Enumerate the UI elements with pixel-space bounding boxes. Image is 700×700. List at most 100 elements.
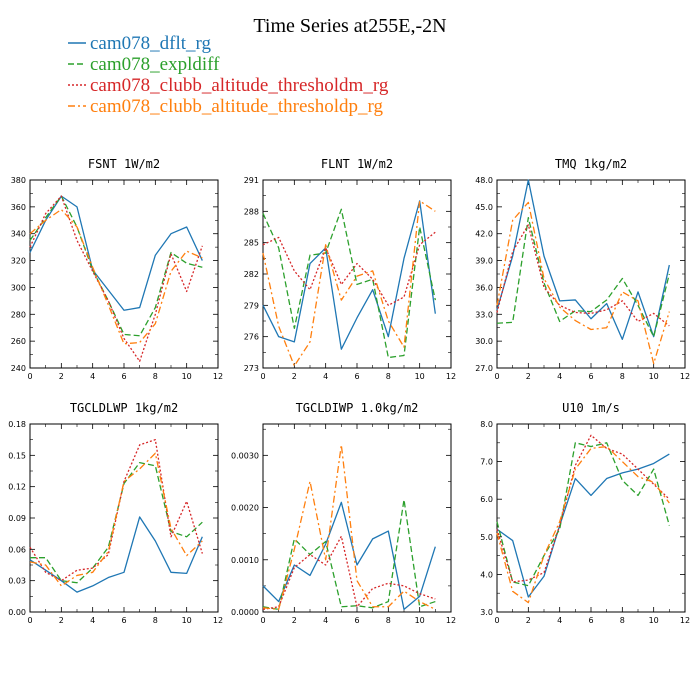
figure-title: Time Series at255E,-2N [253, 15, 446, 37]
x-tick-label: 4 [557, 616, 562, 625]
chart-panel: TGCLDIWP 1.0kg/m2 0 2 4 6 8 10 12 0.0000 0.0010 0.… [231, 401, 456, 625]
x-tick-label: 2 [526, 616, 531, 625]
panel-title: TMQ 1kg/m2 [555, 157, 627, 171]
x-tick-label: 4 [90, 372, 95, 381]
y-tick-label: 273 [244, 364, 259, 373]
y-tick-label: 7.0 [480, 458, 493, 467]
series-line [30, 461, 203, 584]
x-tick-label: 0 [494, 372, 499, 381]
y-tick-label: 36.0 [475, 283, 493, 292]
y-tick-label: 0.0030 [231, 451, 259, 460]
series-line [262, 231, 436, 306]
y-tick-label: 280 [11, 310, 26, 319]
x-tick-label: 12 [213, 372, 223, 381]
legend-entry: cam078_clubb_altitude_thresholdp_rg [90, 96, 384, 117]
panel-title: U10 1m/s [562, 401, 620, 415]
y-tick-label: 260 [11, 337, 26, 346]
x-tick-label: 8 [153, 372, 158, 381]
x-tick-label: 6 [354, 616, 359, 625]
y-tick-label: 0.18 [8, 420, 26, 429]
x-tick-label: 6 [121, 616, 126, 625]
x-tick-label: 0 [494, 616, 499, 625]
series-line [29, 439, 203, 582]
x-tick-label: 2 [59, 372, 64, 381]
y-tick-label: 0.0010 [231, 556, 259, 565]
y-tick-label: 340 [11, 230, 26, 239]
series-line [496, 216, 670, 338]
x-tick-label: 8 [386, 372, 391, 381]
y-tick-label: 360 [11, 203, 26, 212]
plot-frame [262, 179, 452, 369]
x-tick-label: 10 [415, 616, 425, 625]
x-tick-label: 4 [557, 372, 562, 381]
y-tick-label: 0.0000 [231, 608, 259, 617]
y-tick-label: 282 [244, 270, 259, 279]
y-tick-label: 45.0 [475, 203, 493, 212]
panel-title: TGCLDLWP 1kg/m2 [70, 401, 178, 415]
y-tick-label: 0.15 [8, 451, 26, 460]
x-tick-label: 12 [680, 372, 690, 381]
series-line [262, 499, 436, 611]
chart-panel: U10 1m/s 0 2 4 6 8 10 12 3.0 4.0 5.0 6.0 7.0 8.0 [480, 401, 690, 625]
x-tick-label: 10 [649, 372, 659, 381]
y-tick-label: 0.03 [8, 577, 26, 586]
panel-title: TGCLDIWP 1.0kg/m2 [296, 401, 419, 415]
y-tick-label: 42.0 [475, 230, 493, 239]
x-tick-label: 0 [260, 616, 265, 625]
y-tick-label: 6.0 [480, 495, 493, 504]
chart-panel: FLNT 1W/m2 0 2 4 6 8 10 12 273 276 279 282 285 288 291 [244, 157, 456, 381]
x-tick-label: 6 [588, 616, 593, 625]
series-line [262, 200, 436, 367]
series-line [29, 452, 203, 587]
x-tick-label: 10 [649, 616, 659, 625]
series-line [262, 535, 436, 611]
x-tick-label: 2 [292, 372, 297, 381]
x-tick-label: 0 [260, 372, 265, 381]
y-tick-label: 285 [244, 239, 259, 248]
legend: cam078_dflt_rgcam078_expldiffcam078_club… [68, 33, 389, 117]
x-tick-label: 4 [323, 616, 328, 625]
y-tick-label: 0.00 [8, 608, 26, 617]
panels: FSNT 1W/m20 2 4 6 8 10 12240260280300320340360… [8, 157, 690, 625]
y-tick-label: 240 [11, 364, 26, 373]
x-tick-label: 12 [446, 616, 456, 625]
y-tick-label: 5.0 [480, 533, 493, 542]
x-tick-label: 0 [27, 372, 32, 381]
plot-frame [29, 423, 219, 613]
x-tick-label: 8 [620, 616, 625, 625]
x-tick-label: 12 [446, 372, 456, 381]
plot-frame [262, 423, 452, 613]
series-line [262, 501, 436, 611]
x-tick-label: 10 [182, 372, 192, 381]
series-line [496, 434, 670, 583]
x-tick-label: 8 [386, 616, 391, 625]
x-tick-label: 8 [153, 616, 158, 625]
panel-title: FLNT 1W/m2 [321, 157, 393, 171]
x-tick-label: 12 [680, 616, 690, 625]
series-line [262, 208, 436, 359]
series-line [496, 453, 670, 598]
y-tick-label: 0.09 [8, 514, 26, 523]
series-line [496, 179, 670, 341]
legend-entry: cam078_expldiff [90, 54, 220, 75]
series-line [262, 200, 436, 350]
x-tick-label: 6 [121, 372, 126, 381]
chart-panel: FSNT 1W/m2 0 2 4 6 8 10 12 240 260 280 300 320 340 360… [11, 157, 223, 381]
series-line [496, 445, 670, 604]
x-tick-label: 10 [182, 616, 192, 625]
x-tick-label: 4 [90, 616, 95, 625]
x-tick-label: 6 [354, 372, 359, 381]
series-line [29, 195, 203, 362]
plot-frame [496, 179, 686, 369]
y-tick-label: 300 [11, 283, 26, 292]
y-tick-label: 4.0 [480, 570, 493, 579]
y-tick-label: 291 [244, 176, 259, 185]
series-line [29, 208, 203, 345]
y-tick-label: 0.0020 [231, 504, 259, 513]
series-line [29, 516, 203, 593]
x-tick-label: 8 [620, 372, 625, 381]
y-tick-label: 276 [244, 333, 259, 342]
x-tick-label: 2 [526, 372, 531, 381]
series-line [496, 442, 670, 587]
